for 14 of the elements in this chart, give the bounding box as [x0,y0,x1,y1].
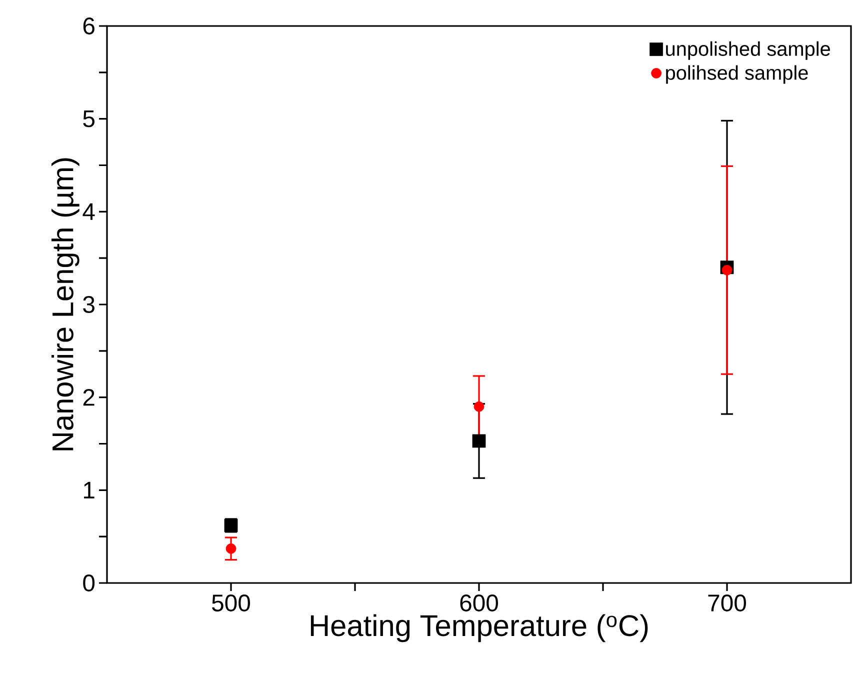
y-tick-label: 6 [83,18,94,34]
y-tick-label: 5 [83,110,94,128]
y-tick-label: 0 [83,574,95,592]
y-tick-label: 1 [84,482,94,498]
y-axis-title: Nanowire Length (µm) [51,158,80,450]
legend-label: polihsed sample [666,65,808,84]
legend-label: unpolished sample [666,41,830,60]
x-tick-label: 500 [212,594,250,612]
y-tick-label: 4 [82,203,95,220]
x-axis-title: Heating Temperature ($^{o}$C) [310,614,648,642]
x-tick-label: 700 [708,594,746,612]
y-tick-label: 2 [83,388,94,406]
y-tick-label: 3 [83,296,94,313]
x-tick-label: 600 [460,594,498,612]
